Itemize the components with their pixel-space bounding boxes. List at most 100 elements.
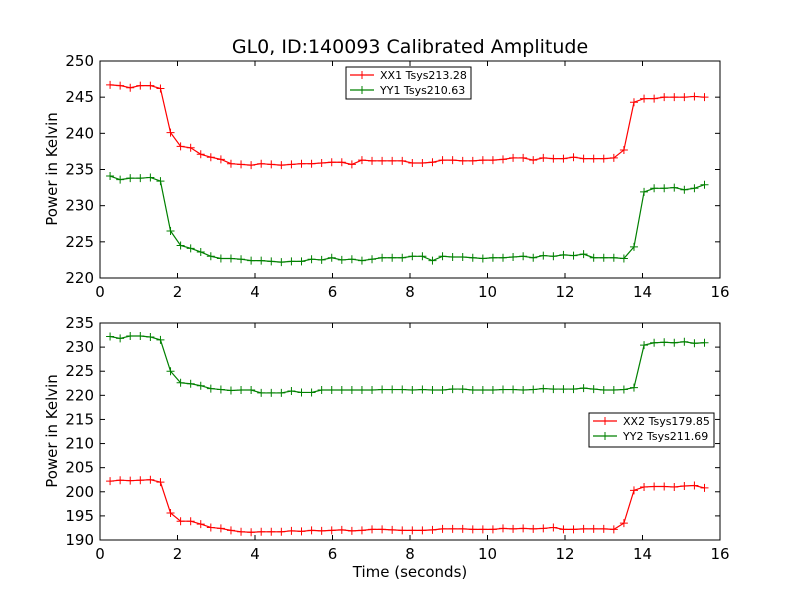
top-series-2-point	[388, 253, 397, 262]
top-series-2-point	[579, 250, 588, 259]
bottom-series-2-point	[226, 386, 235, 395]
top-series-2-point	[206, 252, 215, 261]
bottom-y-tick-label: 215	[65, 410, 94, 428]
top-x-tick-label: 14	[633, 283, 652, 301]
top-series-1-point	[609, 153, 618, 162]
top-series-2-point	[478, 254, 487, 263]
bottom-series-2-point	[106, 332, 115, 341]
bottom-series-2-point	[257, 388, 266, 397]
top-series-1-point	[307, 159, 316, 168]
top-series-2-point	[146, 173, 155, 182]
bottom-series-1-point	[549, 523, 558, 532]
bottom-legend-label: YY2 Tsys211.69	[622, 430, 708, 443]
top-x-tick-label: 2	[173, 283, 183, 301]
bottom-series-1-point	[488, 525, 497, 534]
top-series-2-point	[237, 255, 246, 264]
bottom-x-tick-label: 2	[173, 545, 183, 563]
bottom-series-2-point	[337, 386, 346, 395]
bottom-series-2-point	[347, 386, 356, 395]
top-chart-title: GL0, ID:140093 Calibrated Amplitude	[232, 36, 588, 58]
top-series-1-point	[660, 93, 669, 102]
bottom-series-2-point	[277, 388, 286, 397]
bottom-series-1-point	[277, 527, 286, 536]
top-series-1-point	[347, 160, 356, 169]
bottom-series-1-point	[186, 517, 195, 526]
bottom-series-2-point	[448, 385, 457, 394]
top-series-2-point	[176, 241, 185, 250]
top-series-1-point	[206, 153, 215, 162]
bottom-series-2-point	[640, 341, 649, 350]
top-series-1-point	[539, 153, 548, 162]
bottom-series-2-point	[317, 386, 326, 395]
top-series-2-point	[267, 257, 276, 266]
top-series-2-point	[378, 253, 387, 262]
bottom-series-1-point	[216, 524, 225, 533]
top-series-2-point	[609, 253, 618, 262]
top-series-1-point	[297, 159, 306, 168]
bottom-series-2-point	[599, 386, 608, 395]
bottom-series-2-point	[589, 385, 598, 394]
bottom-series-2-point	[126, 332, 135, 341]
top-series-1-point	[126, 83, 135, 92]
bottom-series-2-point	[519, 386, 528, 395]
top-series-2-point	[670, 183, 679, 192]
top-series-1-point	[599, 154, 608, 163]
bottom-series-2-point	[287, 386, 296, 395]
top-series-2-point	[539, 251, 548, 260]
bottom-series-1-point	[257, 527, 266, 536]
top-series-2-point	[428, 256, 437, 265]
top-series-1-point	[196, 150, 205, 159]
bottom-series-1-point	[499, 524, 507, 533]
top-series-2-point	[488, 253, 497, 262]
bottom-series-1-point	[418, 526, 427, 535]
top-x-tick-label: 12	[555, 283, 574, 301]
bottom-series-1-point	[337, 525, 346, 534]
bottom-x-axis-label: Time (seconds)	[352, 563, 468, 581]
bottom-series-2-point	[680, 337, 689, 346]
bottom-series-2-point	[488, 386, 497, 395]
bottom-series-2-point	[629, 383, 638, 392]
top-legend-label: XX1 Tsys213.28	[380, 69, 467, 82]
top-series-2-point	[307, 255, 316, 264]
top-series-1-point	[337, 158, 346, 167]
bottom-series-1-point	[700, 483, 709, 492]
bottom-series-1-point	[247, 528, 256, 537]
top-plot-area: 0 2 4 6 8 10 12 14 16 220 225 230 235 240 245 250 XX1 Ts…	[65, 52, 729, 301]
bottom-series-1-point	[579, 524, 588, 533]
bottom-series-1-point	[297, 527, 306, 536]
bottom-x-tick-label: 8	[405, 545, 415, 563]
top-legend-box	[345, 66, 472, 100]
bottom-series-1-point	[368, 525, 377, 534]
bottom-series-1-point	[619, 519, 628, 528]
top-series-2-point	[448, 253, 457, 262]
bottom-series-2-point	[398, 385, 407, 394]
bottom-series-2-point	[267, 388, 276, 397]
top-series-2-point	[509, 253, 518, 262]
top-series-2-point	[196, 247, 205, 256]
top-series-2-point	[277, 258, 286, 267]
top-series-2-point	[166, 226, 175, 235]
bottom-series-2-point	[368, 386, 377, 395]
top-legend-marker	[358, 71, 366, 79]
top-series-1-point	[579, 154, 588, 163]
bottom-x-tick-label: 0	[95, 545, 105, 563]
top-series-2-point	[650, 184, 659, 193]
bottom-y-tick-label: 200	[65, 483, 94, 501]
bottom-series-1-point	[166, 508, 175, 517]
bottom-series-1-point	[468, 525, 477, 534]
top-series-1-point	[368, 156, 377, 165]
top-series-2-point	[297, 257, 306, 266]
bottom-y-tick-label: 210	[65, 435, 94, 453]
bottom-series-2-point	[186, 379, 195, 388]
bottom-series-1-point	[176, 517, 185, 526]
bottom-series-1-point	[317, 526, 326, 535]
bottom-series-2-point	[468, 386, 477, 395]
bottom-series-2-point	[499, 385, 507, 394]
top-x-tick-label: 10	[478, 283, 497, 301]
bottom-y-tick-label: 225	[65, 362, 94, 380]
top-series-2-point	[660, 184, 669, 193]
top-series-2-point	[287, 257, 296, 266]
bottom-series-1-point	[156, 478, 165, 487]
top-series-1-point	[317, 158, 326, 167]
